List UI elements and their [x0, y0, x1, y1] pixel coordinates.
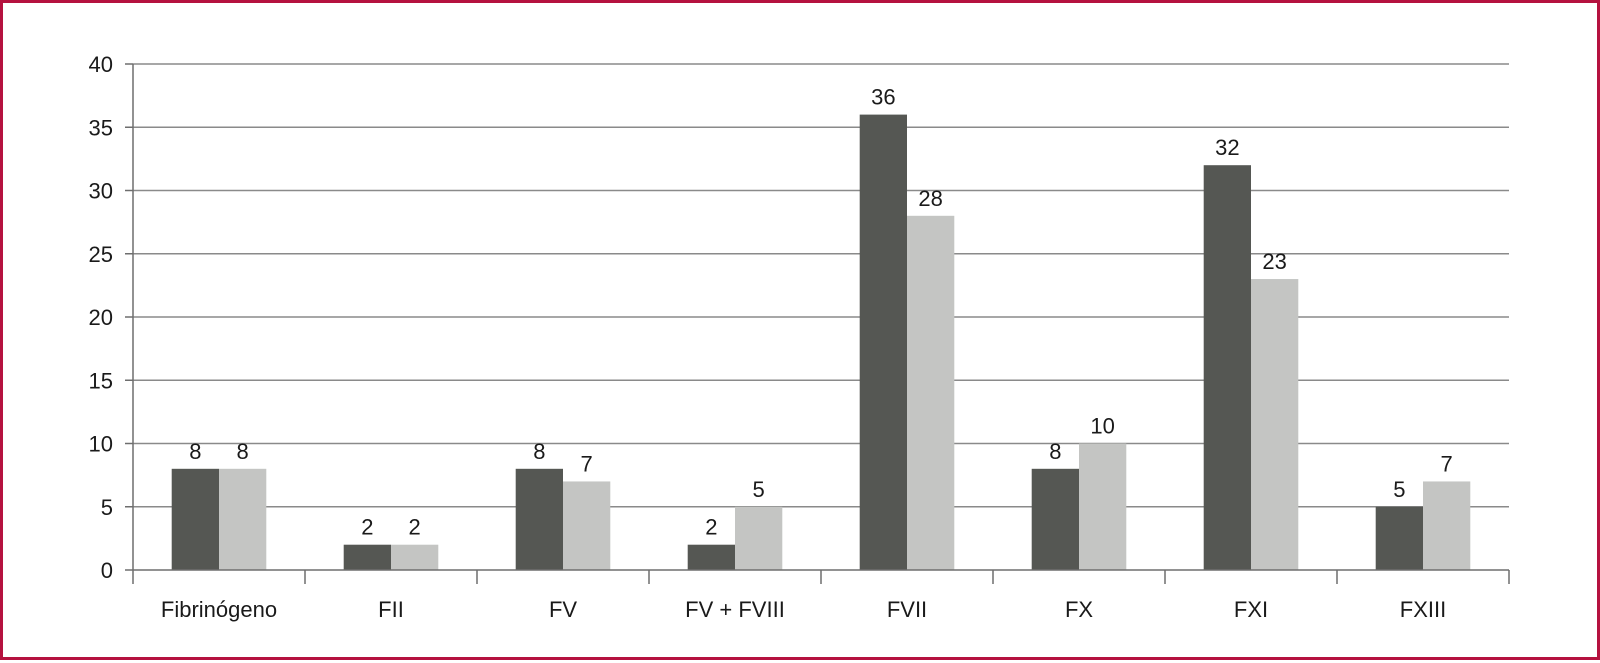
bar-series-2: [391, 544, 439, 570]
bar-series-1: [1203, 165, 1251, 570]
data-label: 2: [705, 515, 717, 540]
x-category-label: FXIII: [1400, 597, 1446, 622]
bar-series-2: [1423, 481, 1471, 570]
bar-series-2: [563, 481, 611, 570]
bar-series-1: [859, 114, 907, 570]
y-tick-label: 0: [101, 558, 113, 583]
data-label: 10: [1090, 414, 1114, 439]
y-tick-label: 40: [89, 52, 113, 77]
y-tick-label: 25: [89, 242, 113, 267]
x-category-label: FXI: [1234, 597, 1268, 622]
bar-series-1: [1375, 506, 1423, 570]
y-tick-label: 20: [89, 305, 113, 330]
y-tick-label: 10: [89, 432, 113, 457]
data-label: 8: [1049, 439, 1061, 464]
data-label: 7: [581, 451, 593, 476]
y-tick-label: 5: [101, 495, 113, 520]
bar-series-2: [735, 506, 783, 570]
data-label: 23: [1262, 249, 1286, 274]
data-label: 2: [361, 515, 373, 540]
bars: [171, 114, 1471, 571]
bar-series-2: [1079, 443, 1127, 570]
data-label: 8: [533, 439, 545, 464]
data-label: 5: [1393, 477, 1405, 502]
x-category-label: FII: [378, 597, 404, 622]
x-category-label: FVII: [887, 597, 927, 622]
data-label: 36: [871, 85, 895, 110]
data-label: 8: [189, 439, 201, 464]
data-label: 32: [1215, 135, 1239, 160]
x-category-label: FV: [549, 597, 577, 622]
gridlines: [133, 63, 1509, 508]
bar-series-1: [343, 544, 391, 570]
bar-series-1: [171, 468, 219, 570]
data-label: 28: [918, 186, 942, 211]
bar-series-1: [515, 468, 563, 570]
bar-series-1: [687, 544, 735, 570]
y-tick-label: 30: [89, 179, 113, 204]
axes: [125, 63, 1510, 584]
data-label: 5: [753, 477, 765, 502]
data-label: 2: [409, 515, 421, 540]
data-label: 7: [1441, 451, 1453, 476]
x-category-label: FV + FVIII: [685, 597, 785, 622]
y-tick-label: 35: [89, 115, 113, 140]
y-tick-label: 15: [89, 368, 113, 393]
bar-series-2: [1251, 279, 1299, 570]
x-category-label: FX: [1065, 597, 1093, 622]
bar-series-2: [907, 215, 955, 571]
data-label: 8: [237, 439, 249, 464]
bar-series-1: [1031, 468, 1079, 570]
x-category-label: Fibrinógeno: [161, 597, 277, 622]
bar-series-2: [219, 468, 267, 570]
